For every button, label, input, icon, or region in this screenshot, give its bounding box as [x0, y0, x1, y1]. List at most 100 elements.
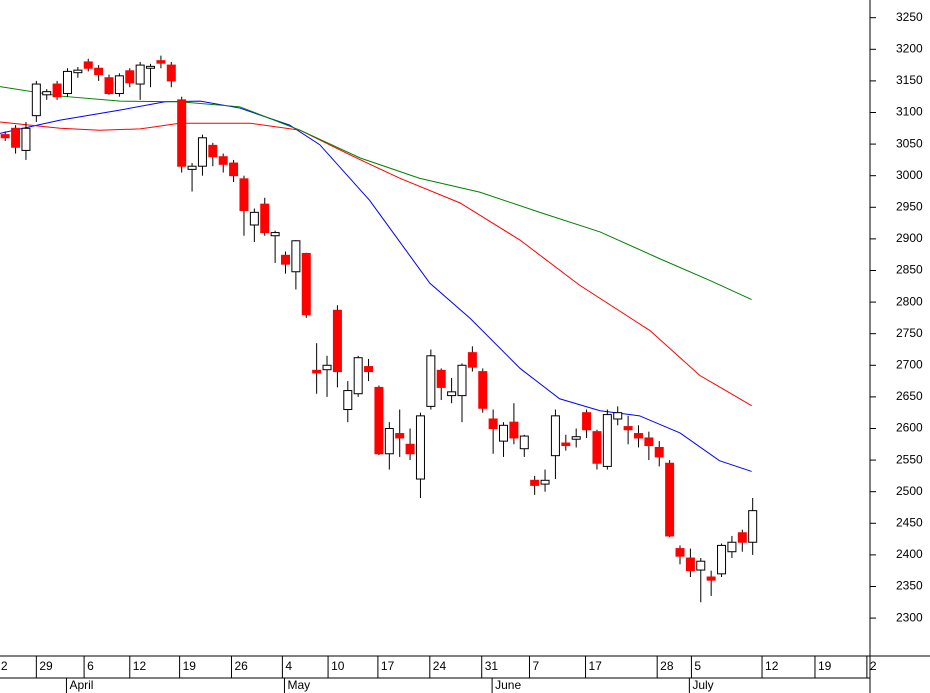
- candle-body: [125, 70, 135, 84]
- candle-body: [509, 421, 519, 439]
- candle-body: [748, 510, 758, 543]
- candle-body: [343, 390, 353, 411]
- x-tick-label: 24: [433, 659, 447, 673]
- x-tick-label: 7: [532, 659, 539, 673]
- candle-body: [644, 437, 654, 447]
- candle-body: [665, 462, 675, 537]
- y-tick-label: 2900: [896, 231, 923, 245]
- month-label: July: [692, 678, 713, 692]
- x-tick-label: 26: [235, 659, 249, 673]
- x-tick-label: 6: [87, 659, 94, 673]
- candle-body: [42, 91, 52, 96]
- moving-average-line: [0, 100, 752, 472]
- y-tick-label: 3100: [896, 105, 923, 119]
- candle-body: [685, 557, 695, 572]
- y-tick-label: 2350: [896, 579, 923, 593]
- candle-body: [94, 67, 104, 76]
- candle-body: [208, 144, 218, 158]
- x-tick-label: 4: [285, 659, 292, 673]
- candle-body: [415, 415, 425, 480]
- candle-body: [737, 532, 747, 543]
- candle-body: [696, 560, 706, 571]
- y-tick-label: 3000: [896, 168, 923, 182]
- candle-body: [0, 134, 10, 139]
- month-label: April: [69, 678, 93, 692]
- candle-body: [727, 541, 737, 553]
- x-tick-label: 28: [660, 659, 674, 673]
- candle-body: [592, 431, 602, 464]
- month-label: May: [287, 678, 310, 692]
- y-tick-label: 2550: [896, 452, 923, 466]
- candle-body: [239, 178, 249, 211]
- candle-body: [478, 371, 488, 409]
- y-tick-label: 2700: [896, 357, 923, 371]
- x-tick-label: 17: [381, 659, 395, 673]
- candle-body: [312, 369, 322, 374]
- x-tick-label: 12: [133, 659, 147, 673]
- moving-average-line: [0, 86, 752, 301]
- x-tick-label: 19: [183, 659, 197, 673]
- candle-body: [281, 254, 291, 265]
- y-tick-label: 3250: [896, 10, 923, 24]
- candle-body: [602, 414, 612, 467]
- candle-body: [467, 352, 477, 368]
- y-tick-label: 2400: [896, 547, 923, 561]
- candle-body: [270, 232, 280, 237]
- y-tick-label: 2850: [896, 263, 923, 277]
- y-tick-label: 2500: [896, 484, 923, 498]
- candle-body: [135, 64, 145, 85]
- candle-body: [146, 65, 156, 69]
- candle-body: [301, 252, 311, 316]
- x-tick-label: 2: [1, 659, 8, 673]
- candle-body: [706, 576, 716, 581]
- candle-body: [405, 443, 415, 455]
- candle-body: [582, 412, 592, 431]
- candle-body: [187, 165, 197, 170]
- candle-body: [426, 355, 436, 407]
- candle-body: [177, 99, 187, 167]
- candle-body: [62, 70, 72, 95]
- x-tick-label: 19: [818, 659, 832, 673]
- x-tick-label: 10: [331, 659, 345, 673]
- candle-body: [571, 436, 581, 440]
- candle-body: [229, 162, 239, 177]
- candle-body: [83, 61, 93, 69]
- candle-body: [488, 418, 498, 429]
- candle-body: [249, 211, 259, 226]
- month-label: June: [495, 678, 521, 692]
- x-tick-label: 5: [694, 659, 701, 673]
- candle-body: [395, 433, 405, 439]
- y-tick-label: 2950: [896, 199, 923, 213]
- candle-body: [322, 364, 332, 371]
- candle-body: [156, 60, 166, 64]
- y-tick-label: 3200: [896, 41, 923, 55]
- candle-body: [31, 83, 41, 117]
- y-tick-label: 3050: [896, 136, 923, 150]
- candle-body: [530, 479, 540, 486]
- candle-body: [540, 479, 550, 485]
- candle-body: [457, 364, 467, 397]
- y-tick-label: 2800: [896, 294, 923, 308]
- candle-body: [11, 127, 21, 148]
- candle-body: [21, 127, 31, 151]
- x-tick-label: 17: [589, 659, 603, 673]
- candle-body: [52, 83, 62, 98]
- candle-body: [218, 156, 228, 165]
- x-tick-label: 29: [39, 659, 53, 673]
- candle-body: [654, 446, 664, 458]
- candle-body: [260, 203, 270, 234]
- candle-body: [291, 240, 301, 273]
- x-tick-label: 2: [870, 659, 877, 673]
- y-tick-label: 2450: [896, 515, 923, 529]
- candle-body: [166, 64, 176, 82]
- y-tick-label: 2750: [896, 326, 923, 340]
- candle-body: [675, 548, 685, 557]
- candle-body: [623, 426, 633, 431]
- candle-body: [717, 544, 727, 575]
- candle-body: [73, 69, 83, 74]
- y-tick-label: 2300: [896, 610, 923, 624]
- candle-body: [550, 415, 560, 457]
- candle-body: [353, 357, 363, 395]
